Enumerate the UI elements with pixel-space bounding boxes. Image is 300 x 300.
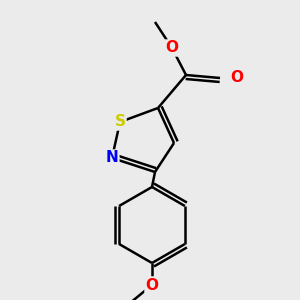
Text: N: N [106, 151, 118, 166]
Text: O: O [166, 40, 178, 56]
Text: O: O [146, 278, 158, 292]
Text: O: O [230, 70, 243, 86]
Text: S: S [115, 115, 125, 130]
